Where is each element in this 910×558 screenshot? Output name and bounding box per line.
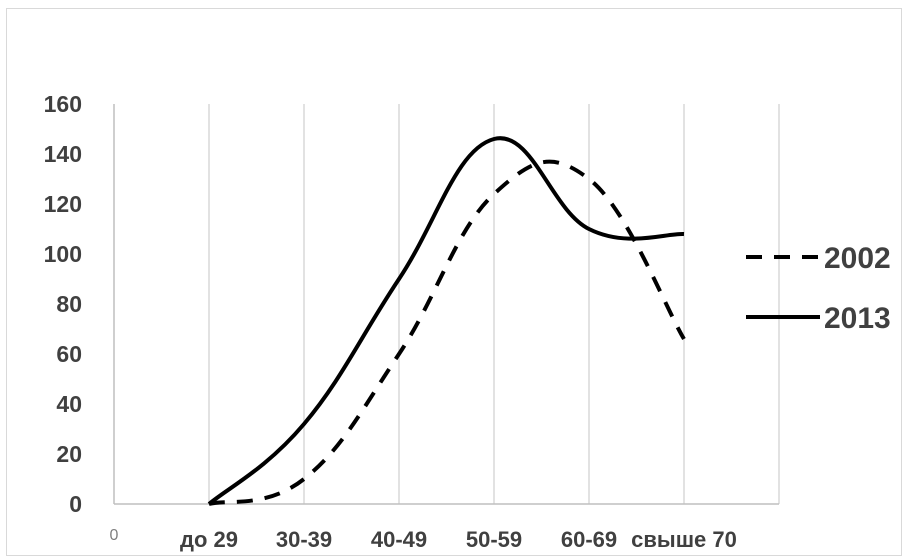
legend-label-2002: 2002	[824, 242, 891, 275]
y-tick-label: 40	[56, 391, 82, 417]
y-tick-label: 0	[69, 491, 82, 517]
y-tick-label: 140	[44, 141, 82, 167]
x-tick-label: 50-59	[466, 527, 522, 552]
chart-frame	[6, 8, 902, 556]
series-lines	[207, 136, 686, 506]
x-tick-label: 60-69	[561, 527, 617, 552]
y-tick-label: 60	[56, 341, 82, 367]
x-tick-label: свыше 70	[631, 527, 737, 552]
series-line-2013	[207, 136, 685, 506]
y-tick-label: 20	[56, 441, 82, 467]
grid-lines	[208, 104, 780, 504]
series-line-2002	[208, 159, 686, 506]
axes	[113, 104, 779, 505]
x-tick-label: 30-39	[276, 527, 332, 552]
y-tick-label: 160	[44, 91, 82, 117]
y-axis-ticks: 0 20 40 60 80 100 120 140 160	[44, 91, 82, 517]
y-tick-label: 80	[56, 291, 82, 317]
legend-label-2013: 2013	[824, 302, 891, 335]
x-tick-label: 0	[110, 527, 119, 544]
y-tick-label: 100	[44, 241, 82, 267]
y-tick-label: 120	[44, 191, 82, 217]
x-axis-ticks: 0 до 29 30-39 40-49 50-59 60-69 свыше 70	[110, 527, 737, 552]
x-tick-label: 40-49	[371, 527, 427, 552]
legend: 2002 2013	[746, 242, 891, 335]
x-tick-label: до 29	[180, 527, 238, 552]
